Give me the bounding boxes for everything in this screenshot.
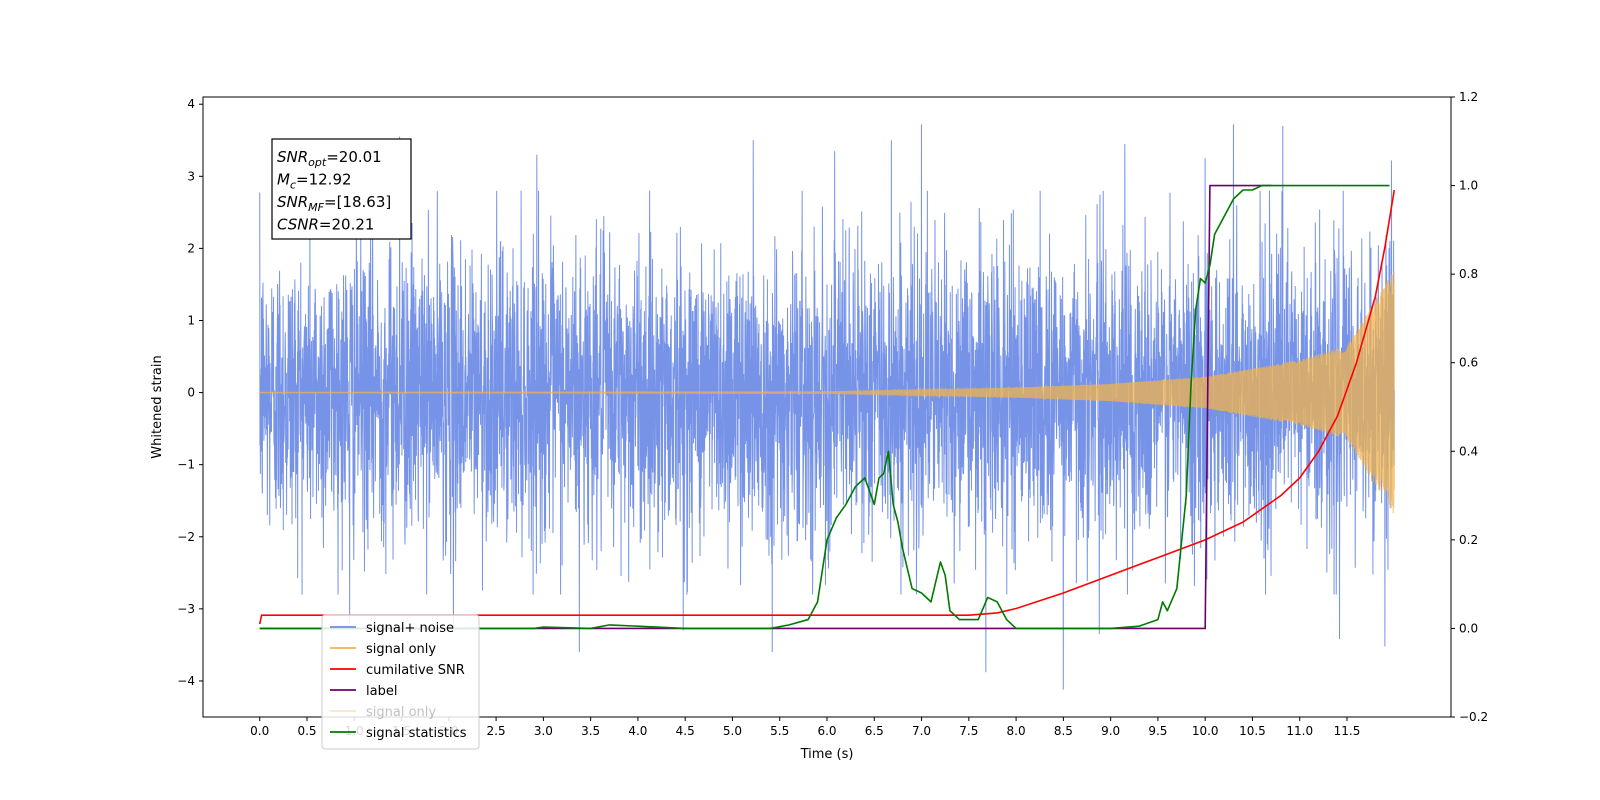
- y-tick-label-right: 0.0: [1459, 621, 1478, 635]
- x-tick-label: 9.0: [1101, 724, 1120, 738]
- y-tick-label-right: −0.2: [1459, 710, 1488, 724]
- legend-item: cumilative SNR: [330, 663, 465, 678]
- legend-item: signal only: [330, 642, 436, 657]
- x-tick-label: 4.0: [628, 724, 647, 738]
- annotation-line: SNRMF=[18.63]: [277, 193, 391, 214]
- legend-label: signal only: [366, 642, 436, 657]
- y-tick-label-right: 1.0: [1459, 179, 1478, 193]
- annotation-subscript: MF: [308, 201, 324, 214]
- x-tick-label: 2.5: [487, 724, 506, 738]
- x-tick-label: 9.5: [1148, 724, 1167, 738]
- annotation-subscript: c: [290, 179, 296, 192]
- x-tick-label: 0.0: [250, 724, 269, 738]
- annotation-line: SNRopt=20.01: [277, 148, 382, 169]
- x-tick-label: 10.5: [1239, 724, 1266, 738]
- annotation-symbol: SNR: [277, 193, 308, 211]
- y-tick-label-right: 1.2: [1459, 90, 1478, 104]
- y-tick-label-left: 2: [187, 241, 195, 255]
- legend-label: signal statistics: [366, 726, 467, 741]
- y-tick-label-right: 0.4: [1459, 444, 1478, 458]
- y-tick-label-left: −1: [177, 458, 195, 472]
- annotation-symbol: CSNR: [277, 216, 319, 234]
- series-cumilative-snr: [258, 189, 1396, 625]
- annotation-value: =20.21: [319, 216, 375, 234]
- y-axis-label: Whitened strain: [150, 355, 165, 458]
- legend: signal+ noise signal only cumilative SNR la…: [321, 614, 480, 750]
- legend-item: signal+ noise: [330, 621, 454, 636]
- x-tick-label: 3.5: [581, 724, 600, 738]
- annotation-value: =20.01: [326, 148, 382, 166]
- x-tick-label: 5.5: [770, 724, 789, 738]
- annotation-line: Mc=12.92: [277, 171, 352, 192]
- x-tick-label: 8.5: [1054, 724, 1073, 738]
- y-tick-label-left: −2: [177, 530, 195, 544]
- x-tick-label: 5.0: [723, 724, 742, 738]
- y-tick-label-right: 0.8: [1459, 267, 1478, 281]
- x-tick-label: 0.5: [297, 724, 316, 738]
- y-tick-label-left: 1: [187, 313, 195, 327]
- y-tick-label-right: 0.6: [1459, 356, 1478, 370]
- x-tick-label: 4.5: [676, 724, 695, 738]
- legend-label: signal+ noise: [366, 621, 454, 636]
- x-tick-label: 7.0: [912, 724, 931, 738]
- annotation-value: =[18.63]: [324, 193, 391, 211]
- x-tick-label: 11.5: [1334, 724, 1361, 738]
- x-tick-label: 6.5: [865, 724, 884, 738]
- annotation-symbol: SNR: [277, 148, 308, 166]
- y-tick-label-left: 0: [187, 386, 195, 400]
- annotation-frame: [271, 138, 412, 240]
- legend-item: signal only: [330, 705, 436, 720]
- x-axis-label: Time (s): [800, 747, 854, 762]
- annotation-subscript: opt: [308, 156, 327, 169]
- x-tick-label: 3.0: [534, 724, 553, 738]
- x-tick-label: 8.0: [1007, 724, 1026, 738]
- plot-content: [258, 124, 1396, 690]
- y-axis-left: −4 −3 −2 −1 0 1 2 3 4: [177, 97, 203, 688]
- legend-label: cumilative SNR: [366, 663, 465, 678]
- series-signal-only: [259, 272, 1395, 514]
- annotation-symbol: M: [277, 171, 290, 189]
- legend-label: signal only: [366, 705, 436, 720]
- x-tick-label: 10.0: [1192, 724, 1219, 738]
- y-tick-label-left: 3: [187, 169, 195, 183]
- x-tick-label: 6.0: [817, 724, 836, 738]
- legend-item: label: [330, 684, 397, 699]
- annotation-line: CSNR=20.21: [277, 216, 374, 234]
- y-tick-label-right: 0.2: [1459, 533, 1478, 547]
- y-tick-label-left: 4: [187, 97, 195, 111]
- legend-item: signal statistics: [330, 726, 467, 741]
- y-axis-right: −0.2 0.0 0.2 0.4 0.6 0.8 1.0 1.2: [1451, 90, 1488, 724]
- series-signal-statistics: [259, 184, 1390, 630]
- legend-frame: [321, 614, 480, 750]
- annotation-value: =12.92: [296, 171, 352, 189]
- series-signal-noise: [259, 124, 1395, 690]
- legend-label: label: [366, 684, 397, 699]
- x-tick-label: 11.0: [1286, 724, 1313, 738]
- x-tick-label: 7.5: [959, 724, 978, 738]
- y-tick-label-left: −3: [177, 602, 195, 616]
- annotation-box: SNRopt=20.01Mc=12.92SNRMF=[18.63]CSNR=20…: [271, 138, 412, 240]
- y-tick-label-left: −4: [177, 674, 195, 688]
